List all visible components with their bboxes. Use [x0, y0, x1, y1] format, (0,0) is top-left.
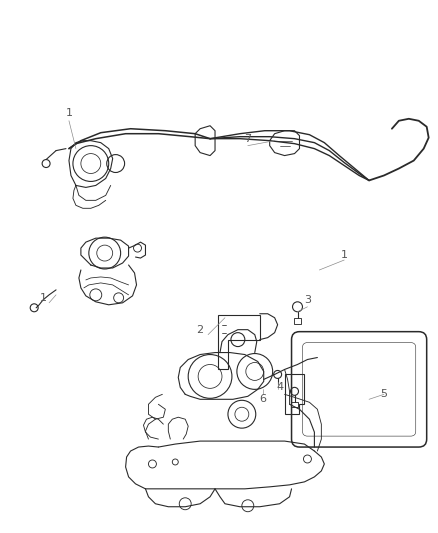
Text: 4: 4	[276, 382, 283, 392]
Bar	[290, 402, 298, 407]
Text: 2: 2	[196, 325, 203, 335]
Text: 1: 1	[340, 250, 347, 260]
Bar	[293, 318, 301, 324]
Text: 5: 5	[380, 389, 387, 399]
Text: 6: 6	[258, 394, 265, 405]
Text: 1: 1	[39, 293, 46, 303]
Text: 7: 7	[244, 134, 251, 144]
Text: 1: 1	[65, 108, 72, 118]
Text: 3: 3	[303, 295, 310, 305]
